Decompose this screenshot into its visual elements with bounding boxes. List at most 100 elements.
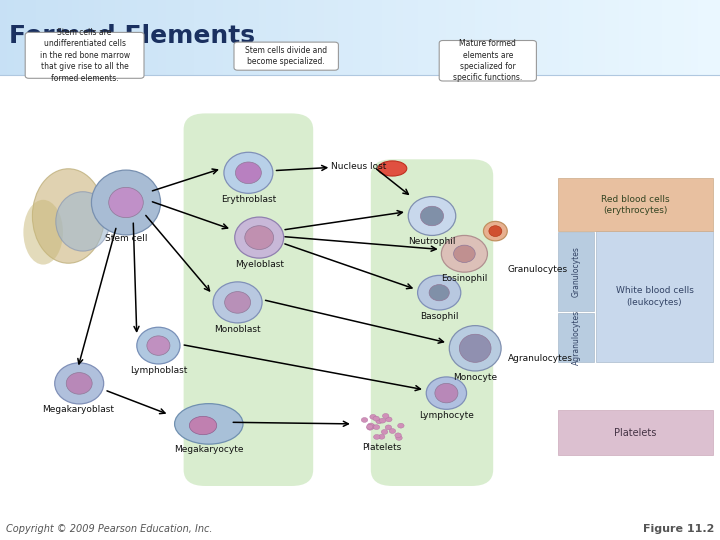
- FancyBboxPatch shape: [25, 32, 144, 78]
- FancyBboxPatch shape: [558, 410, 713, 455]
- FancyBboxPatch shape: [0, 75, 720, 540]
- Bar: [454, 0, 462, 75]
- Bar: [14, 0, 22, 75]
- Bar: [274, 0, 282, 75]
- Ellipse shape: [32, 168, 104, 263]
- Bar: [115, 0, 123, 75]
- Bar: [374, 0, 382, 75]
- Text: Lymphocyte: Lymphocyte: [419, 411, 474, 421]
- Bar: [648, 0, 656, 75]
- Bar: [245, 0, 253, 75]
- Ellipse shape: [378, 161, 407, 176]
- Ellipse shape: [366, 426, 373, 430]
- Bar: [684, 0, 692, 75]
- Bar: [626, 0, 634, 75]
- Text: Mature formed
elements are
specialized for
specific functions.: Mature formed elements are specialized f…: [453, 39, 523, 83]
- Ellipse shape: [91, 170, 161, 235]
- Bar: [173, 0, 181, 75]
- Ellipse shape: [137, 327, 180, 364]
- Bar: [662, 0, 670, 75]
- Ellipse shape: [435, 383, 458, 403]
- Bar: [238, 0, 246, 75]
- Bar: [511, 0, 519, 75]
- Text: Neutrophil: Neutrophil: [408, 237, 456, 246]
- Bar: [396, 0, 404, 75]
- Bar: [166, 0, 174, 75]
- Ellipse shape: [23, 200, 63, 265]
- Bar: [554, 0, 562, 75]
- Ellipse shape: [174, 404, 243, 444]
- Bar: [713, 0, 720, 75]
- Text: Granulocytes: Granulocytes: [508, 265, 568, 274]
- Bar: [346, 0, 354, 75]
- Bar: [223, 0, 231, 75]
- Ellipse shape: [147, 336, 170, 355]
- Ellipse shape: [369, 424, 376, 429]
- Bar: [418, 0, 426, 75]
- FancyBboxPatch shape: [439, 40, 536, 81]
- Text: Monoblast: Monoblast: [215, 325, 261, 334]
- Text: Monocyte: Monocyte: [453, 373, 498, 382]
- Text: Stem cells divide and
become specialized.: Stem cells divide and become specialized…: [245, 46, 328, 66]
- Bar: [252, 0, 260, 75]
- Ellipse shape: [395, 433, 401, 438]
- Bar: [461, 0, 469, 75]
- Bar: [288, 0, 296, 75]
- Bar: [29, 0, 37, 75]
- Ellipse shape: [385, 425, 392, 430]
- Bar: [533, 0, 541, 75]
- Ellipse shape: [408, 197, 456, 235]
- Text: Platelets: Platelets: [614, 428, 657, 437]
- Text: Myeloblast: Myeloblast: [235, 260, 284, 269]
- Ellipse shape: [374, 435, 380, 440]
- Bar: [230, 0, 238, 75]
- Text: Basophil: Basophil: [420, 312, 459, 321]
- Bar: [518, 0, 526, 75]
- Bar: [504, 0, 512, 75]
- FancyBboxPatch shape: [558, 313, 594, 362]
- Ellipse shape: [370, 414, 377, 419]
- Bar: [7, 0, 15, 75]
- Bar: [331, 0, 339, 75]
- Ellipse shape: [382, 414, 389, 418]
- Ellipse shape: [245, 226, 274, 249]
- Bar: [101, 0, 109, 75]
- Ellipse shape: [366, 424, 373, 429]
- Bar: [569, 0, 577, 75]
- Ellipse shape: [382, 429, 388, 434]
- Bar: [79, 0, 87, 75]
- Bar: [367, 0, 375, 75]
- Ellipse shape: [225, 292, 251, 313]
- Bar: [194, 0, 202, 75]
- Bar: [576, 0, 584, 75]
- Bar: [598, 0, 606, 75]
- Bar: [122, 0, 130, 75]
- Ellipse shape: [454, 245, 475, 262]
- Bar: [540, 0, 548, 75]
- Bar: [295, 0, 303, 75]
- Bar: [50, 0, 58, 75]
- Ellipse shape: [373, 416, 379, 421]
- Ellipse shape: [484, 221, 507, 241]
- Text: Megakaryoblast: Megakaryoblast: [42, 405, 114, 414]
- FancyBboxPatch shape: [234, 42, 338, 70]
- Text: Copyright © 2009 Pearson Education, Inc.: Copyright © 2009 Pearson Education, Inc.: [6, 523, 212, 534]
- Bar: [670, 0, 678, 75]
- Bar: [482, 0, 490, 75]
- Ellipse shape: [390, 429, 396, 434]
- Bar: [259, 0, 267, 75]
- Ellipse shape: [379, 418, 386, 423]
- Bar: [490, 0, 498, 75]
- Bar: [65, 0, 73, 75]
- Bar: [202, 0, 210, 75]
- Bar: [691, 0, 699, 75]
- Bar: [468, 0, 476, 75]
- Ellipse shape: [376, 419, 382, 424]
- Ellipse shape: [213, 282, 262, 323]
- Bar: [266, 0, 274, 75]
- Bar: [108, 0, 116, 75]
- Bar: [209, 0, 217, 75]
- Ellipse shape: [235, 162, 261, 184]
- Ellipse shape: [429, 285, 449, 301]
- FancyBboxPatch shape: [558, 232, 594, 310]
